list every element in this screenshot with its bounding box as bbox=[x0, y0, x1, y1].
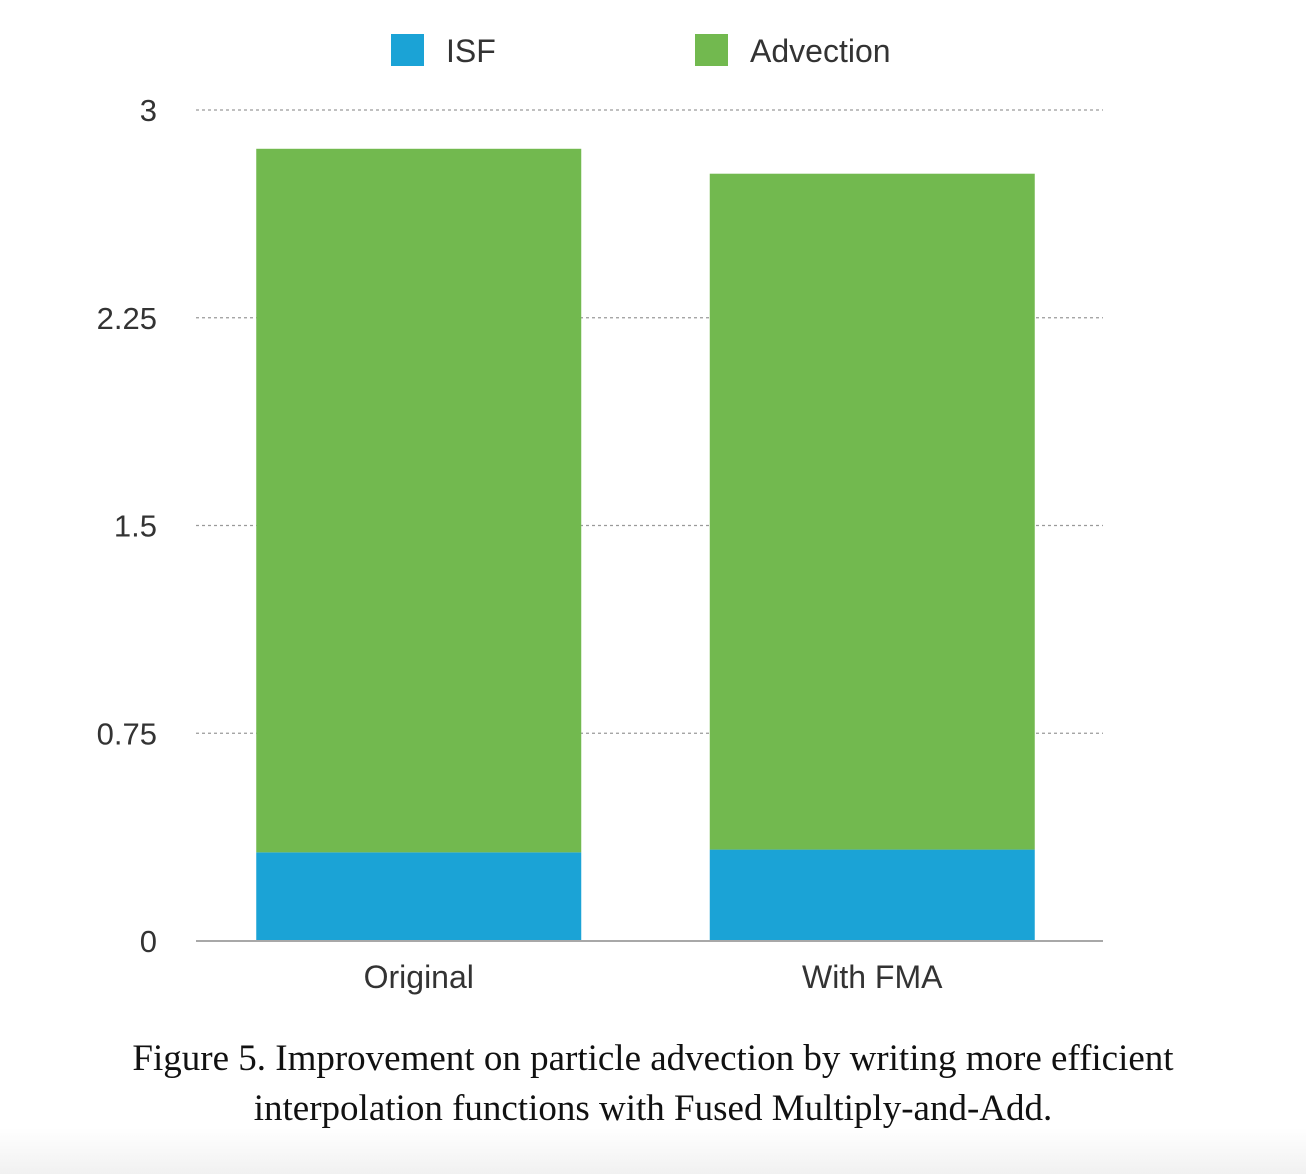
legend-swatch-advection bbox=[695, 34, 728, 66]
x-category-label: With FMA bbox=[802, 959, 943, 995]
caption-line-1: Figure 5. Improvement on particle advect… bbox=[132, 1038, 1174, 1079]
figure-caption: Figure 5. Improvement on particle advect… bbox=[0, 1034, 1306, 1134]
y-tick-label: 3 bbox=[140, 93, 157, 128]
y-tick-label: 2.25 bbox=[97, 301, 157, 336]
y-tick-label: 1.5 bbox=[114, 509, 157, 544]
bar-advection-original bbox=[256, 148, 582, 853]
bottom-fade bbox=[0, 1128, 1306, 1174]
bar-isf-with-fma bbox=[709, 849, 1035, 941]
bar-isf-original bbox=[256, 852, 582, 941]
legend-swatch-isf bbox=[391, 34, 424, 66]
y-tick-label: 0 bbox=[140, 924, 157, 959]
x-category-label: Original bbox=[364, 959, 474, 995]
y-tick-label: 0.75 bbox=[97, 716, 157, 751]
caption-line-2: interpolation functions with Fused Multi… bbox=[253, 1088, 1053, 1129]
stacked-bar-chart: 0 0.75 1.5 2.25 3 Original With FMA ISF Advectio… bbox=[97, 33, 1103, 995]
legend-label-isf: ISF bbox=[446, 33, 496, 69]
bar-advection-with-fma bbox=[709, 173, 1035, 850]
legend-label-advection: Advection bbox=[750, 33, 891, 69]
